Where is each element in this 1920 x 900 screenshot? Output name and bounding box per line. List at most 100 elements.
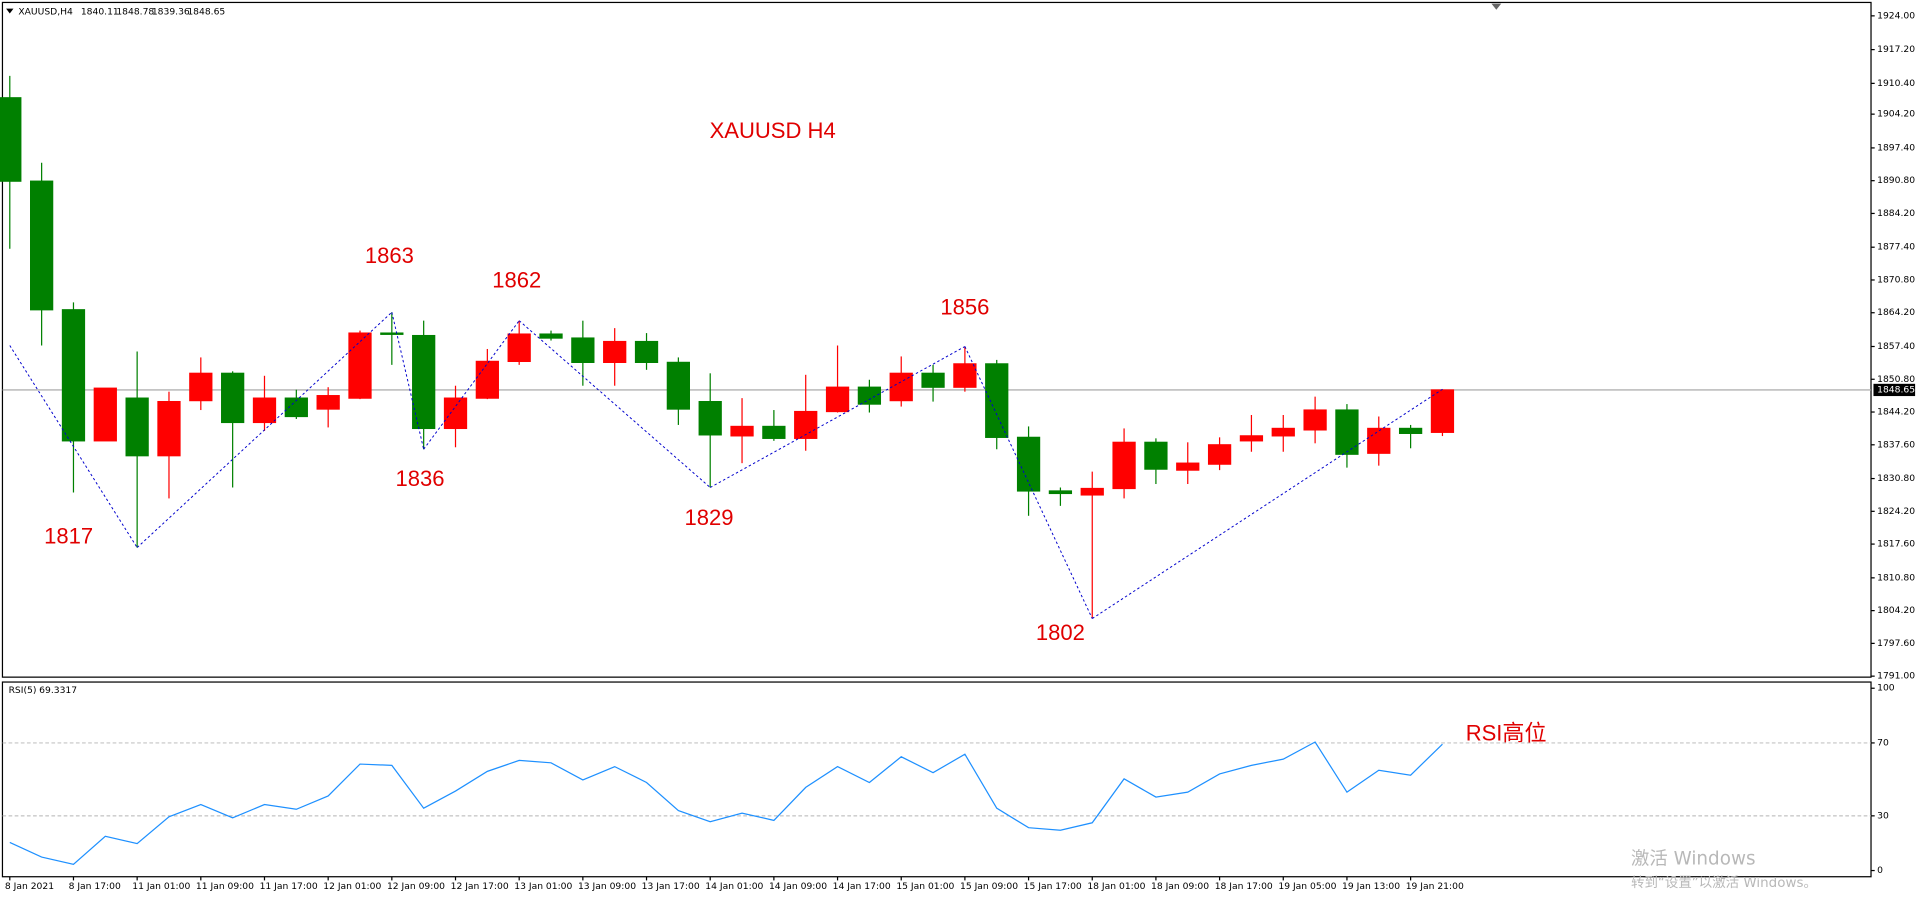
x-tick-label: 18 Jan 09:00 (1151, 881, 1209, 892)
candle-body (1112, 441, 1136, 490)
candle-body (1239, 435, 1264, 442)
price-tag-label: 1848.65 (1877, 384, 1915, 395)
zigzag-segment (9, 345, 138, 548)
candle-body (571, 337, 595, 363)
y-tick-label: 0 (1877, 865, 1883, 876)
candle-body (316, 395, 340, 410)
candle-body (857, 386, 882, 405)
candle-body (1207, 444, 1232, 465)
ohlc-value: 1839.36 (152, 7, 190, 18)
candle-body (539, 333, 563, 339)
candle-body (1335, 409, 1359, 455)
candle-body (189, 372, 213, 402)
swing-label: 1836 (395, 466, 444, 491)
y-tick-label: 1830.80 (1877, 473, 1915, 484)
x-tick-label: 18 Jan 01:00 (1087, 881, 1145, 892)
y-tick-label: 1824.20 (1877, 506, 1915, 517)
candle-body (221, 372, 245, 424)
main-pane (1, 1, 1872, 678)
price-tag (1873, 383, 1916, 397)
candle-body (1430, 389, 1455, 433)
x-tick-label: 12 Jan 09:00 (387, 881, 445, 892)
zigzag-segment (518, 320, 711, 488)
ohlc-value: 1848.65 (187, 7, 225, 18)
y-tick-label: 1864.20 (1877, 307, 1915, 318)
x-tick-label: 12 Jan 17:00 (451, 881, 509, 892)
y-tick-label: 1917.20 (1877, 44, 1915, 55)
swing-label: 1817 (44, 523, 93, 548)
candle-body (794, 410, 818, 439)
y-tick-label: 1804.20 (1877, 605, 1915, 616)
x-tick-label: 14 Jan 01:00 (705, 881, 763, 892)
rsi-pane (1, 681, 1872, 878)
x-tick-label: 12 Jan 01:00 (323, 881, 381, 892)
candle-body (985, 363, 1009, 438)
candle-body (603, 340, 627, 363)
chart-annotation: RSI高位 (1466, 721, 1547, 746)
pane-menu-icon (6, 8, 14, 14)
swing-label: 1862 (492, 267, 541, 292)
y-tick-label: 1870.80 (1877, 274, 1915, 285)
y-tick-label: 1857.40 (1877, 341, 1915, 352)
candle-body (1398, 427, 1423, 434)
candle-body (1016, 436, 1041, 492)
swing-label: 1802 (1036, 620, 1085, 645)
y-tick-label: 1810.80 (1877, 572, 1915, 583)
x-tick-label: 15 Jan 17:00 (1024, 881, 1082, 892)
zigzag-segment (964, 346, 1093, 619)
candle-body (507, 333, 531, 363)
x-tick-label: 13 Jan 01:00 (514, 881, 572, 892)
zigzag-segment (1091, 388, 1443, 619)
y-tick-label: 100 (1877, 683, 1895, 694)
y-tick-label: 1890.80 (1877, 175, 1915, 186)
candle-body (921, 372, 945, 388)
swing-label: 1829 (684, 505, 733, 530)
y-tick-label: 30 (1877, 810, 1889, 821)
x-tick-label: 11 Jan 09:00 (196, 881, 254, 892)
ohlc-value: 1848.78 (116, 7, 154, 18)
y-tick-label: 1877.40 (1877, 242, 1915, 253)
ohlc-value: 1840.11 (81, 7, 119, 18)
y-tick-label: 1910.40 (1877, 78, 1915, 89)
x-tick-label: 19 Jan 05:00 (1278, 881, 1336, 892)
candle-body (93, 387, 117, 442)
y-tick-label: 1884.20 (1877, 208, 1915, 219)
chart-title: XAUUSD,H4 (18, 7, 73, 18)
x-tick-label: 14 Jan 17:00 (833, 881, 891, 892)
candle-body (61, 309, 86, 442)
candle-body (1176, 462, 1200, 471)
x-tick-label: 13 Jan 09:00 (578, 881, 636, 892)
y-tick-label: 1924.00 (1877, 10, 1915, 21)
chart-annotation: XAUUSD H4 (710, 118, 836, 143)
candle-body (953, 363, 977, 388)
swing-label: 1856 (940, 294, 989, 319)
candle-body (1048, 490, 1073, 495)
candle-body (730, 425, 754, 437)
candle-body (284, 397, 308, 418)
zigzag-segment (391, 312, 425, 450)
candle-body (825, 386, 850, 413)
candle-body (1367, 427, 1391, 454)
x-tick-label: 11 Jan 01:00 (132, 881, 190, 892)
candle-body (443, 397, 468, 430)
candle-body (889, 372, 913, 402)
indicator-title: RSI(5) (9, 685, 37, 696)
y-tick-label: 1897.40 (1877, 142, 1915, 153)
candle-body (125, 397, 149, 457)
x-tick-label: 11 Jan 17:00 (260, 881, 318, 892)
candle-body (666, 361, 690, 410)
candle-body (252, 397, 277, 424)
x-tick-label: 14 Jan 09:00 (769, 881, 827, 892)
candle-body (1080, 487, 1104, 496)
candle-body (475, 360, 499, 399)
candle-body (348, 332, 372, 399)
x-tick-label: 18 Jan 17:00 (1215, 881, 1273, 892)
y-tick-label: 1850.80 (1877, 374, 1915, 385)
x-tick-label: 8 Jan 17:00 (69, 881, 121, 892)
y-tick-label: 1844.20 (1877, 407, 1915, 418)
y-tick-label: 1904.20 (1877, 109, 1915, 120)
swing-label: 1863 (365, 243, 414, 268)
shift-marker (1491, 3, 1502, 10)
candle-body (30, 180, 54, 311)
candle-body (412, 334, 436, 430)
